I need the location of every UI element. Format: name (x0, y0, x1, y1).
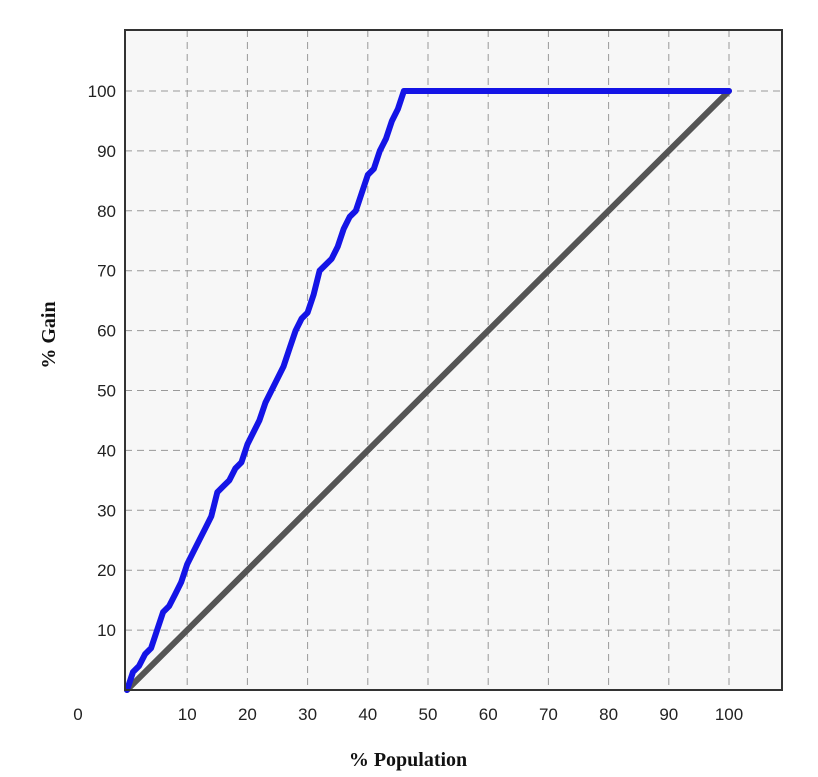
y-tick-label-70: 70 (97, 262, 116, 281)
y-tick-label-90: 90 (97, 142, 116, 161)
x-tick-label-50: 50 (419, 705, 438, 724)
plot-frame (124, 29, 783, 691)
y-tick-label-80: 80 (97, 202, 116, 221)
x-tick-label-60: 60 (479, 705, 498, 724)
baseline-diagonal-line (124, 88, 732, 693)
y-tick-label-100: 100 (88, 82, 116, 101)
x-tick-labels: 0 10 20 30 40 50 60 70 80 90 100 (73, 705, 743, 724)
y-tick-label-10: 10 (97, 621, 116, 640)
x-tick-label-80: 80 (599, 705, 618, 724)
x-tick-label-90: 90 (659, 705, 678, 724)
x-tick-label-40: 40 (358, 705, 377, 724)
x-tick-label-0: 0 (73, 705, 82, 724)
x-axis-title: % Population (349, 749, 467, 771)
y-tick-label-60: 60 (97, 322, 116, 341)
x-tick-label-100: 100 (715, 705, 743, 724)
x-tick-label-20: 20 (238, 705, 257, 724)
series-lines (124, 88, 732, 693)
x-tick-label-10: 10 (178, 705, 197, 724)
y-axis-title: % Gain (38, 301, 60, 368)
gain-curve-line (124, 88, 732, 693)
y-tick-label-20: 20 (97, 561, 116, 580)
y-tick-label-30: 30 (97, 501, 116, 520)
y-tick-labels: 10 20 30 40 50 60 70 80 90 100 (88, 82, 116, 640)
y-tick-label-40: 40 (97, 441, 116, 460)
y-tick-label-50: 50 (97, 382, 116, 401)
grid-lines (125, 30, 782, 690)
x-tick-label-70: 70 (539, 705, 558, 724)
x-tick-label-30: 30 (298, 705, 317, 724)
